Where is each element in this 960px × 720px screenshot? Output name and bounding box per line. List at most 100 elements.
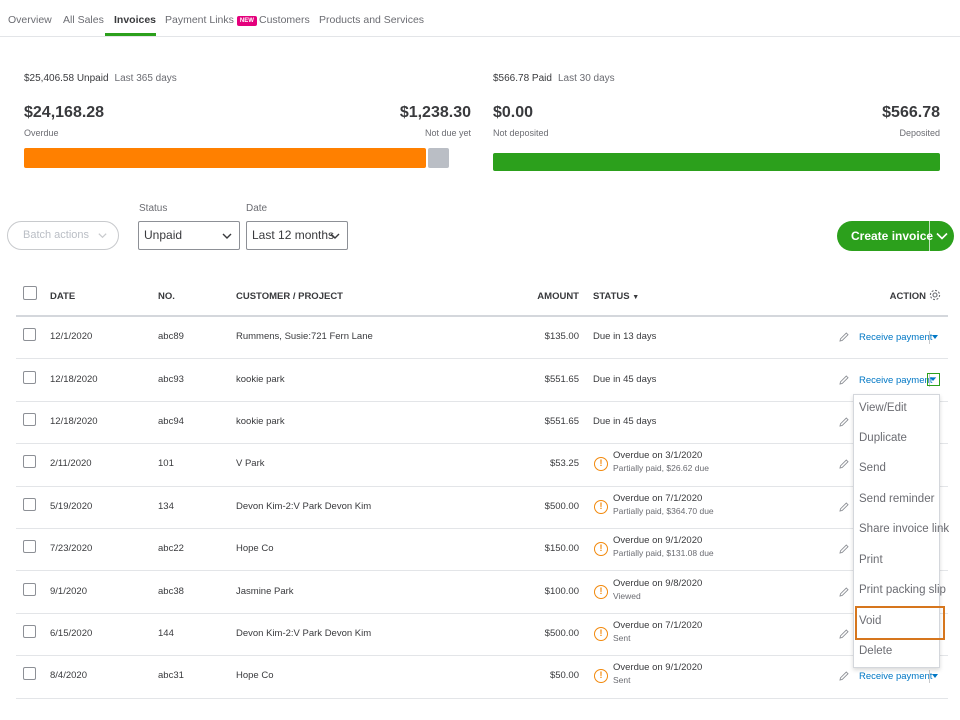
menu-item-view-edit[interactable]: View/Edit: [859, 402, 907, 414]
action-divider: [929, 373, 930, 387]
edit-pencil-icon[interactable]: [838, 330, 850, 342]
row-divider: [16, 570, 948, 572]
menu-item-print[interactable]: Print: [859, 554, 883, 566]
row-checkbox[interactable]: [23, 540, 36, 554]
row-checkbox[interactable]: [23, 455, 36, 469]
tab-payment-links[interactable]: Payment Links NEW: [165, 14, 257, 26]
invoice-date: 2/11/2020: [50, 458, 92, 470]
menu-item-print-packing-slip[interactable]: Print packing slip: [859, 584, 946, 596]
row-divider: [16, 697, 948, 699]
edit-pencil-icon[interactable]: [838, 542, 850, 554]
status-subtext: Partially paid, $26.62 due: [613, 463, 709, 474]
tab-overview[interactable]: Overview: [8, 14, 52, 26]
menu-item-delete[interactable]: Delete: [859, 645, 893, 657]
edit-pencil-icon[interactable]: [838, 415, 850, 427]
row-checkbox[interactable]: [23, 582, 36, 596]
overdue-amount: $24,168.28: [24, 104, 105, 121]
chevron-down-icon: [98, 233, 107, 239]
invoice-status: Overdue on 9/8/2020 Viewed: [613, 578, 702, 601]
edit-pencil-icon[interactable]: [838, 669, 850, 681]
void-highlight-box: [855, 606, 945, 640]
status-text: Overdue on 9/1/2020: [613, 535, 703, 547]
row-divider: [16, 485, 948, 487]
date-select-value: Last 12 months: [252, 228, 335, 242]
date-select[interactable]: Last 12 months: [246, 221, 348, 250]
chevron-down-icon[interactable]: [935, 229, 949, 243]
paid-amount: $566.78 Paid: [493, 73, 552, 84]
edit-pencil-icon[interactable]: [838, 585, 850, 597]
warning-icon: !: [594, 627, 608, 641]
invoice-number: 101: [158, 458, 174, 470]
invoice-date: 12/1/2020: [50, 331, 93, 343]
menu-item-send[interactable]: Send: [859, 462, 886, 474]
tab-all-sales[interactable]: All Sales: [63, 14, 104, 26]
batch-actions-button[interactable]: Batch actions: [7, 221, 119, 250]
column-header-status[interactable]: STATUS ▼: [593, 291, 639, 302]
menu-item-share-invoice-link[interactable]: Share invoice link: [859, 523, 950, 535]
row-divider: [16, 528, 948, 529]
caret-down-icon[interactable]: [930, 671, 940, 681]
gear-icon[interactable]: [929, 289, 941, 301]
row-divider: [16, 655, 948, 657]
column-header-no[interactable]: NO.: [158, 291, 175, 302]
unpaid-summary: $25,406.58 Unpaid Last 365 days: [24, 73, 177, 84]
invoice-status: Overdue on 9/1/2020 Partially paid, $131.…: [613, 535, 714, 558]
status-text: Overdue on 9/8/2020: [613, 577, 703, 589]
status-subtext: Partially paid, $131.08 due: [613, 548, 714, 559]
warning-icon: !: [594, 457, 608, 472]
tab-invoices[interactable]: Invoices: [114, 14, 157, 26]
invoice-date: 7/23/2020: [50, 543, 93, 555]
paid-period: Last 30 days: [557, 73, 615, 84]
row-checkbox[interactable]: [23, 625, 36, 638]
edit-pencil-icon[interactable]: [838, 457, 850, 469]
sales-tabs: Overview All Sales Invoices Payment Link…: [0, 0, 960, 37]
invoice-customer: Hope Co: [236, 670, 274, 682]
invoice-number: 144: [158, 628, 174, 639]
edit-pencil-icon[interactable]: [838, 500, 850, 512]
invoice-date: 9/1/2020: [50, 585, 87, 597]
active-tab-indicator: [105, 33, 156, 36]
receive-payment-link[interactable]: Receive payment: [859, 671, 933, 683]
column-header-amount[interactable]: AMOUNT: [537, 291, 579, 302]
invoice-customer: Rummens, Susie:721 Fern Lane: [236, 331, 373, 343]
row-checkbox[interactable]: [23, 497, 36, 511]
edit-pencil-icon[interactable]: [838, 627, 850, 639]
row-divider: [16, 358, 948, 360]
caret-down-icon: [929, 376, 937, 381]
edit-pencil-icon[interactable]: [838, 373, 850, 385]
status-select[interactable]: Unpaid: [138, 221, 240, 250]
invoice-amount: $53.25: [549, 458, 579, 470]
create-invoice-button[interactable]: Create invoice: [837, 221, 954, 251]
warning-icon: !: [594, 669, 608, 684]
invoice-date: 6/15/2020: [50, 628, 93, 639]
tab-products-and-services[interactable]: Products and Services: [319, 14, 425, 26]
row-checkbox[interactable]: [23, 328, 36, 342]
action-menu-toggle[interactable]: [927, 372, 940, 386]
not-due-bar[interactable]: [428, 148, 449, 168]
invoice-number: abc93: [158, 373, 184, 385]
batch-actions-label: Batch actions: [23, 229, 90, 241]
warning-icon: !: [594, 499, 608, 514]
tab-customers[interactable]: Customers: [259, 14, 310, 26]
invoice-status: Due in 13 days: [593, 331, 657, 343]
select-all-checkbox[interactable]: [23, 286, 37, 300]
invoice-status: Overdue on 3/1/2020 Partially paid, $26.6…: [613, 450, 709, 473]
caret-down-icon[interactable]: [930, 332, 940, 342]
create-invoice-label: Create invoice: [851, 229, 934, 243]
menu-item-duplicate[interactable]: Duplicate: [859, 432, 907, 444]
menu-item-void[interactable]: Void: [859, 615, 882, 627]
invoice-status: Due in 45 days: [593, 416, 657, 427]
receive-payment-link[interactable]: Receive payment: [859, 332, 933, 344]
receive-payment-link[interactable]: Receive payment: [859, 374, 933, 386]
row-checkbox[interactable]: [23, 667, 36, 681]
deposited-bar[interactable]: [493, 153, 940, 171]
status-header-label: STATUS: [593, 291, 630, 302]
row-checkbox[interactable]: [23, 413, 36, 426]
menu-item-send-reminder[interactable]: Send reminder: [859, 493, 935, 505]
row-checkbox[interactable]: [23, 370, 36, 384]
column-header-customer[interactable]: CUSTOMER / PROJECT: [236, 291, 343, 302]
column-header-action: ACTION: [889, 291, 926, 302]
overdue-bar[interactable]: [24, 148, 426, 168]
column-header-date[interactable]: DATE: [50, 291, 76, 302]
invoice-amount: $135.00: [544, 331, 579, 343]
